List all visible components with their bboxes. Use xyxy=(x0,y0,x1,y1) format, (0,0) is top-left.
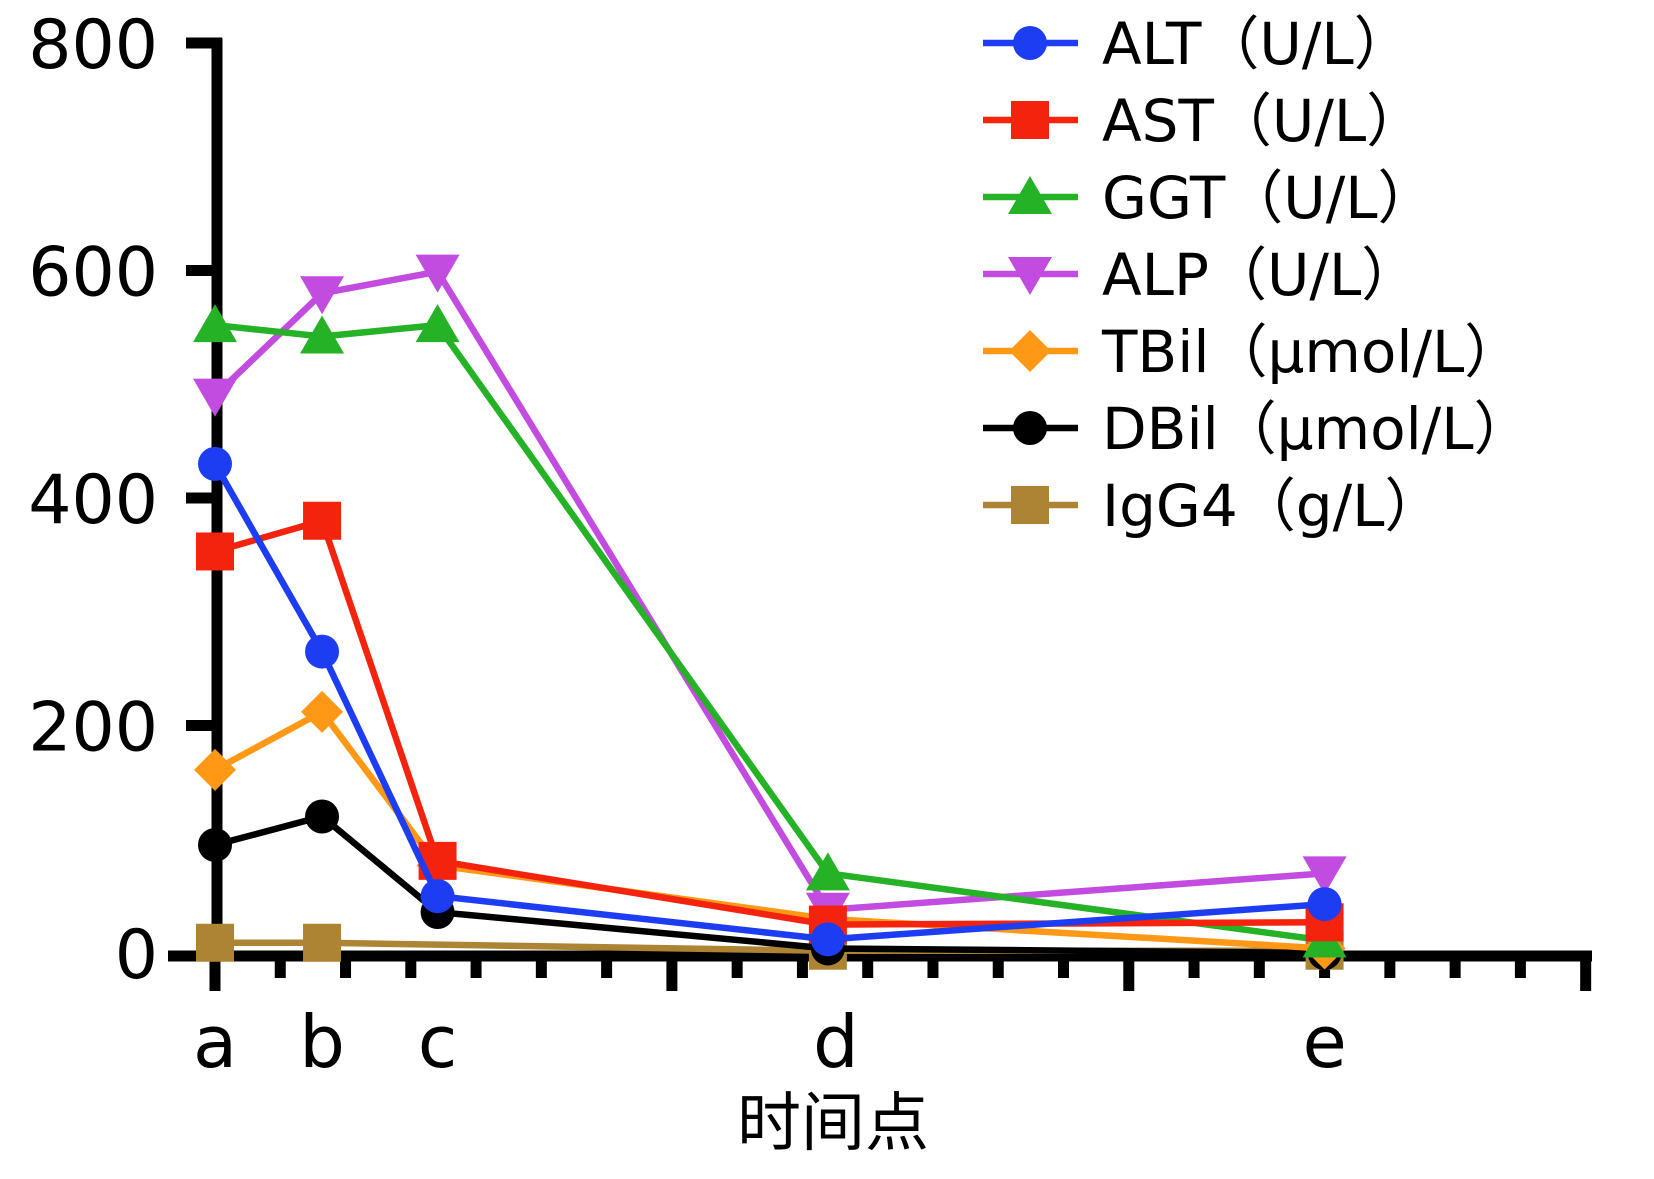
series-AST xyxy=(196,501,1344,944)
marker-triangle-up-GGT xyxy=(193,304,237,343)
legend-marker-square-IgG4 xyxy=(1011,486,1049,524)
marker-circle-DBil xyxy=(198,827,232,862)
legend-item-ALT: ALT（U/L） xyxy=(983,10,1412,78)
legend-marker-triangle-down-ALP xyxy=(1008,257,1052,295)
marker-triangle-down-ALP xyxy=(415,254,460,293)
legend-marker-triangle-up-GGT xyxy=(1008,176,1052,214)
x-tick-label: b xyxy=(299,1000,345,1084)
legend-label: AST（U/L） xyxy=(1102,87,1424,155)
marker-circle-ALT xyxy=(810,922,845,957)
axes xyxy=(168,37,1592,991)
legend-label: GGT（U/L） xyxy=(1102,164,1436,232)
marker-square-AST xyxy=(303,501,342,540)
legend-marker-circle-DBil xyxy=(1013,411,1047,445)
legend-marker-circle-ALT xyxy=(1013,26,1047,60)
x-tick-label: d xyxy=(813,1000,859,1084)
legend-label: ALT（U/L） xyxy=(1102,10,1412,78)
marker-triangle-up-GGT xyxy=(415,304,460,343)
marker-circle-DBil xyxy=(305,799,340,834)
marker-square-IgG4 xyxy=(196,923,234,962)
x-axis-title: 时间点 xyxy=(737,1087,929,1161)
y-tick-label: 800 xyxy=(28,6,158,85)
legend-label: DBil（μmol/L） xyxy=(1102,395,1532,463)
x-tick-label: a xyxy=(193,1000,237,1084)
marker-triangle-down-ALP xyxy=(300,276,345,315)
y-tick-label: 400 xyxy=(28,461,158,540)
x-tick-label: e xyxy=(1302,1000,1346,1084)
legend-marker-square-AST xyxy=(1011,101,1049,139)
legend-item-TBil: TBil（μmol/L） xyxy=(983,318,1522,386)
y-tick-label: 0 xyxy=(115,916,158,995)
axis-labels: 0 200 400 600 800 a b c d e 时间点 xyxy=(28,6,1347,1161)
legend-item-AST: AST（U/L） xyxy=(983,87,1424,155)
marker-triangle-up-GGT xyxy=(300,315,345,354)
marker-square-IgG4 xyxy=(303,923,342,962)
series-TBil xyxy=(194,690,1346,970)
marker-triangle-up-GGT xyxy=(805,852,850,891)
legend-label: TBil（μmol/L） xyxy=(1101,318,1522,386)
marker-square-AST xyxy=(196,532,234,571)
legend-item-DBil: DBil（μmol/L） xyxy=(983,395,1532,463)
legend-label: IgG4（g/L） xyxy=(1102,472,1442,540)
x-tick-label: c xyxy=(418,1000,458,1084)
legend-item-GGT: GGT（U/L） xyxy=(983,164,1436,232)
marker-circle-ALT xyxy=(1307,887,1342,922)
series-ALT xyxy=(198,446,1342,957)
marker-circle-ALT xyxy=(420,879,455,914)
marker-diamond-TBil xyxy=(301,690,344,733)
legend-item-ALP: ALP（U/L） xyxy=(983,241,1419,309)
legend: ALT（U/L） AST（U/L） GGT（U/L） ALP（U/L） TBil（μmo… xyxy=(983,10,1532,540)
marker-diamond-TBil xyxy=(194,748,236,791)
legend-marker-diamond-TBil xyxy=(1009,330,1051,372)
legend-item-IgG4: IgG4（g/L） xyxy=(983,472,1442,540)
legend-label: ALP（U/L） xyxy=(1102,241,1419,309)
marker-circle-ALT xyxy=(305,634,340,669)
y-tick-label: 200 xyxy=(28,689,158,768)
y-tick-label: 600 xyxy=(28,234,158,313)
marker-triangle-down-ALP xyxy=(193,378,237,417)
marker-triangle-down-ALP xyxy=(1302,856,1347,895)
marker-circle-ALT xyxy=(198,446,232,481)
